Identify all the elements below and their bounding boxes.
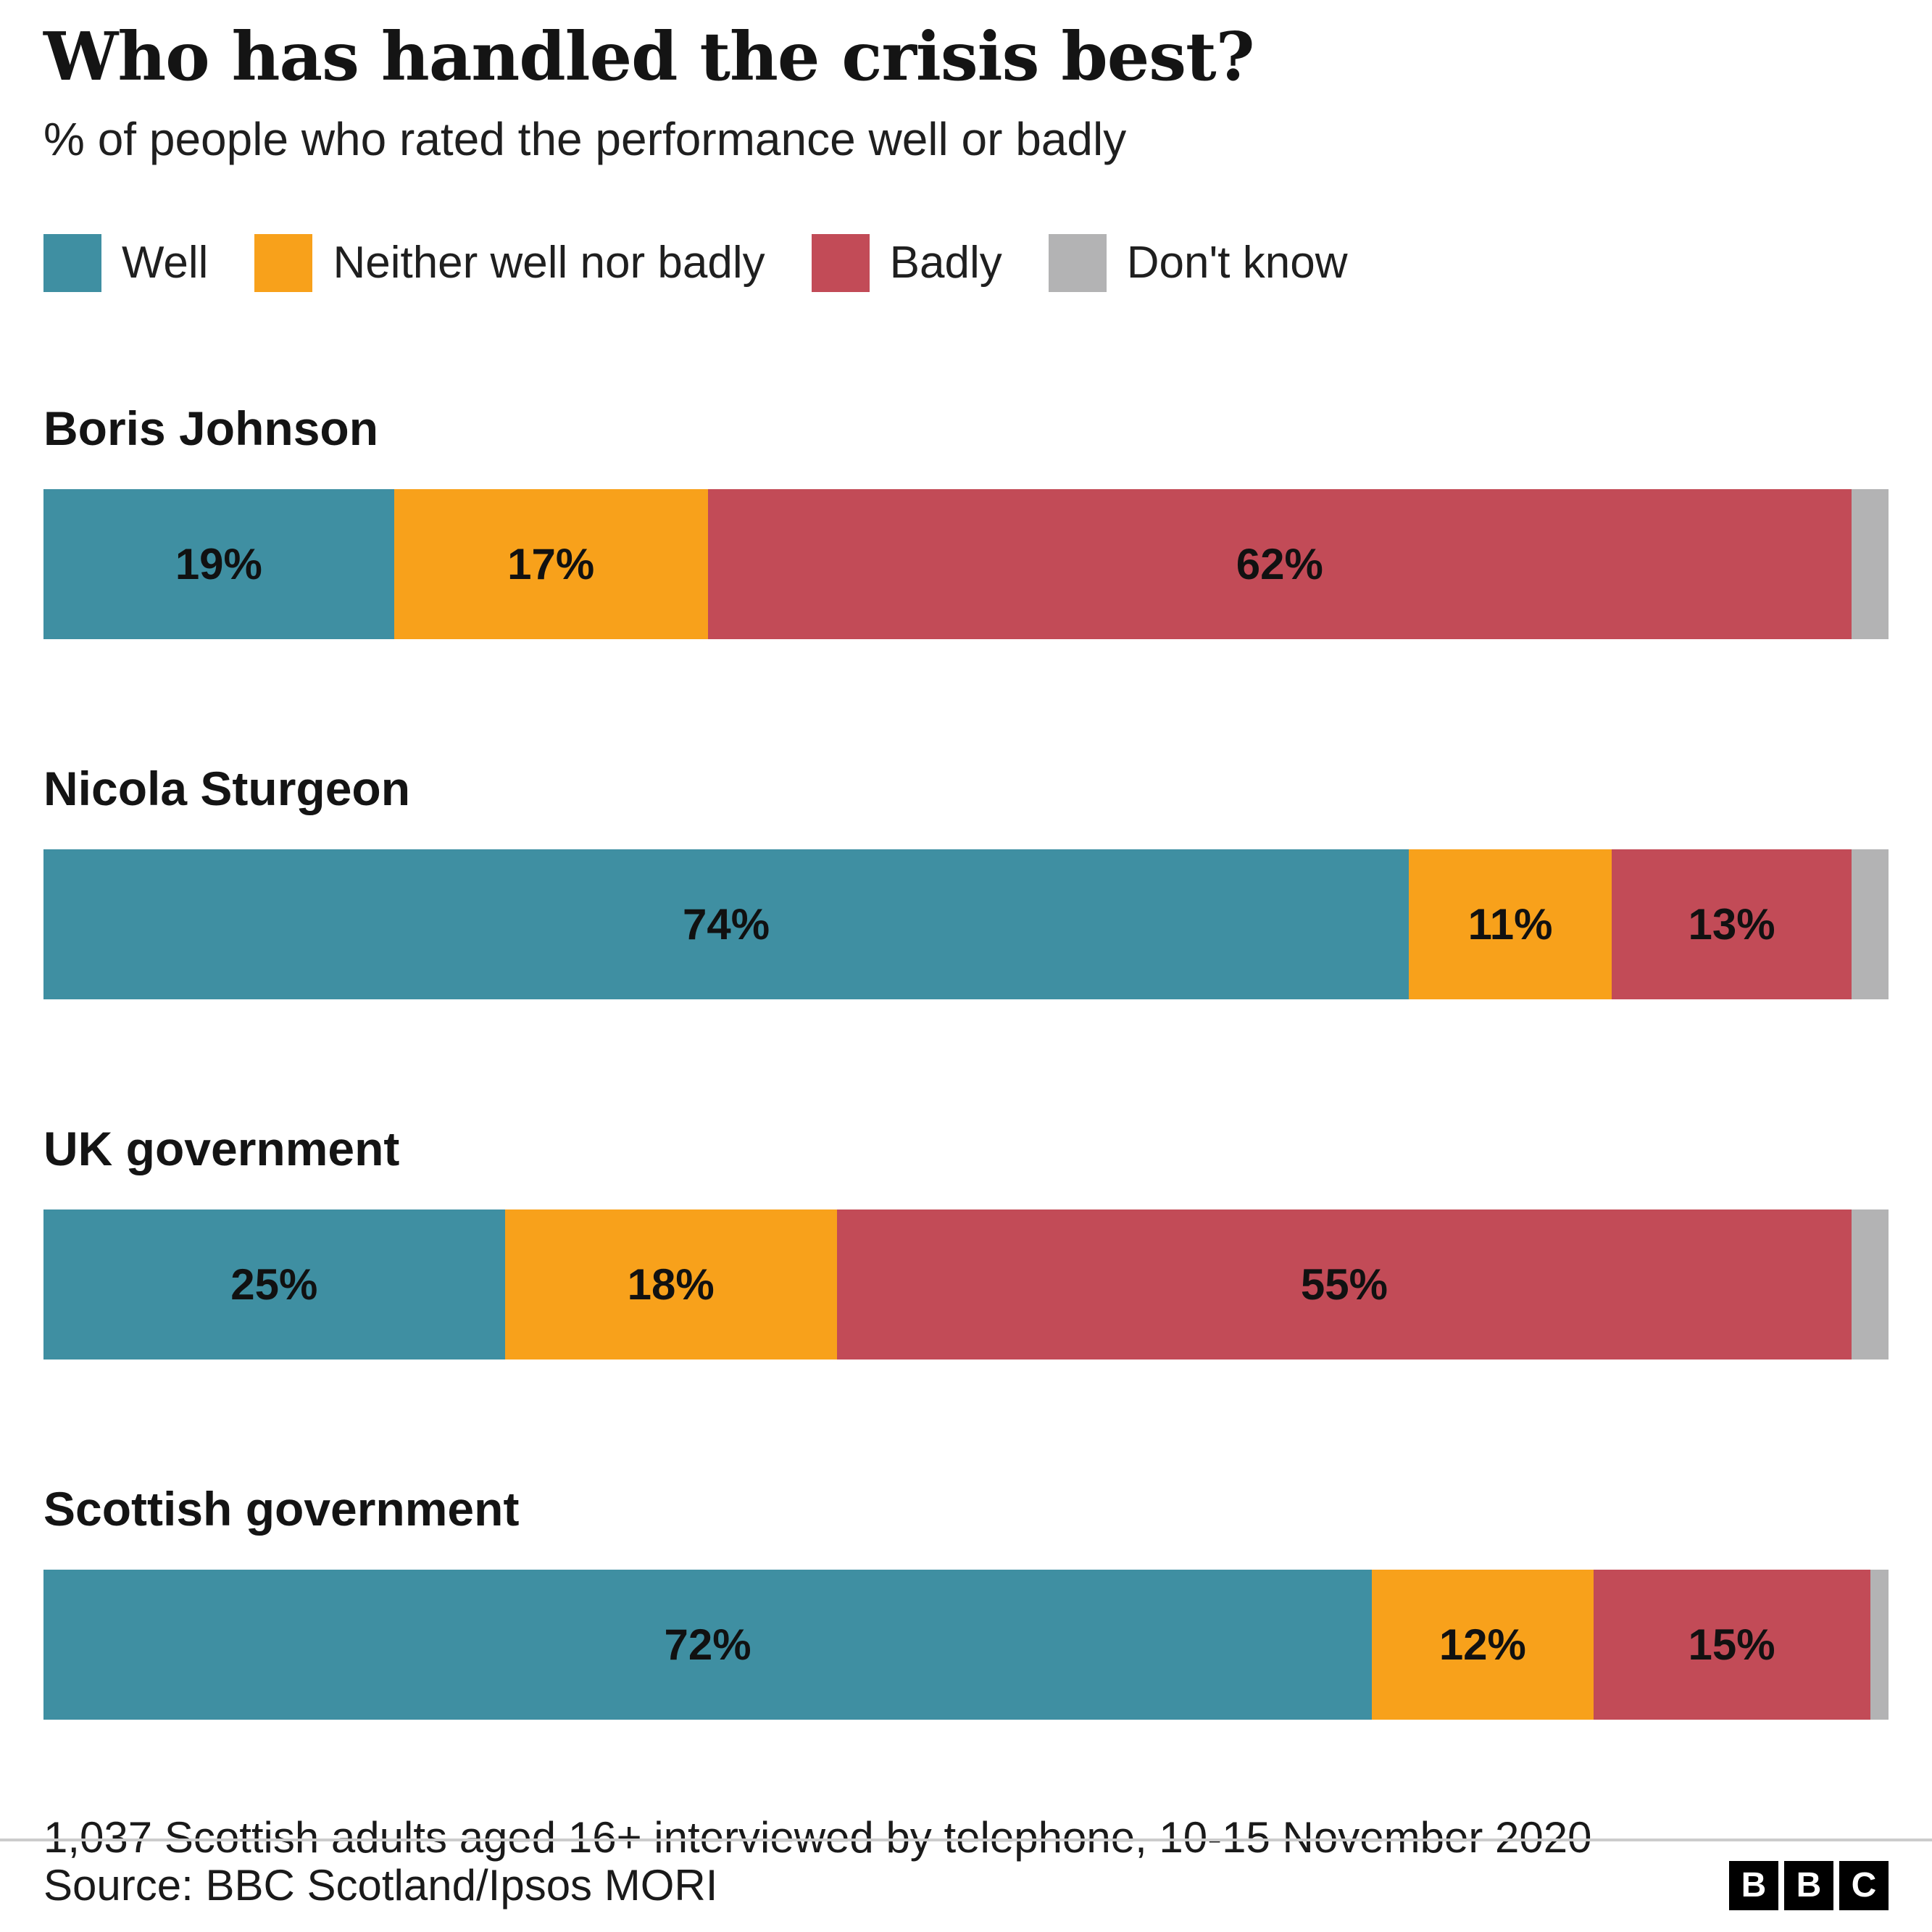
segment-value-label: 13% [1688, 899, 1775, 949]
bar-segment-neither-well-nor-badly: 12% [1372, 1569, 1594, 1720]
bar-row-uk-government: UK government 25% 18% 55% [43, 1121, 1889, 1360]
segment-value-label: 17% [507, 539, 595, 588]
segment-value-label: 74% [682, 899, 770, 949]
stacked-bar: 19% 17% 62% [43, 488, 1889, 639]
segment-value-label: 12% [1438, 1620, 1526, 1669]
bar-segment-well: 72% [43, 1569, 1373, 1720]
stacked-bar-chart: Boris Johnson 19% 17% 62% Nicola Sturgeon 74%… [43, 401, 1889, 1720]
bar-segment-neither-well-nor-badly: 18% [504, 1209, 837, 1360]
bbc-logo-letter: B [1784, 1860, 1833, 1910]
legend-label: Neither well nor badly [333, 238, 765, 288]
bar-segment-badly: 15% [1593, 1569, 1870, 1720]
legend-swatch-badly [811, 233, 870, 292]
bar-segment-don-t-know [1852, 488, 1889, 639]
footnote: 1,037 Scottish adults aged 16+ interview… [43, 1812, 1592, 1862]
bbc-logo-letter: C [1839, 1860, 1889, 1910]
segment-value-label: 55% [1300, 1259, 1388, 1309]
legend-item-neither-well-nor-badly: Neither well nor badly [254, 233, 765, 292]
bbc-logo-letter: B [1729, 1860, 1778, 1910]
bar-row-boris-johnson: Boris Johnson 19% 17% 62% [43, 401, 1889, 639]
category-label: UK government [43, 1121, 400, 1175]
stacked-bar: 25% 18% 55% [43, 1209, 1889, 1360]
legend-item-don-t-know: Don't know [1048, 233, 1348, 292]
stacked-bar: 74% 11% 13% [43, 849, 1889, 999]
legend-item-well: Well [43, 233, 209, 292]
legend-swatch-well [43, 233, 101, 292]
bar-segment-well: 25% [43, 1209, 505, 1360]
segment-value-label: 19% [175, 539, 262, 588]
bar-segment-well: 19% [43, 488, 394, 639]
legend-item-badly: Badly [811, 233, 1002, 292]
segment-value-label: 62% [1236, 539, 1323, 588]
bar-segment-don-t-know [1852, 1209, 1889, 1360]
segment-value-label: 11% [1467, 899, 1553, 949]
legend-swatch-don-t-know [1048, 233, 1107, 292]
source-text: Source: BBC Scotland/Ipsos MORI [43, 1861, 718, 1910]
bar-segment-neither-well-nor-badly: 11% [1409, 849, 1612, 999]
segment-value-label: 72% [664, 1620, 751, 1669]
bar-segment-well: 74% [43, 849, 1410, 999]
legend: Well Neither well nor badly Badly Don't kno… [43, 233, 1889, 292]
bar-segment-badly: 62% [707, 488, 1852, 639]
bar-segment-neither-well-nor-badly: 17% [394, 488, 708, 639]
legend-label: Well [122, 238, 209, 288]
category-label: Nicola Sturgeon [43, 761, 411, 815]
segment-value-label: 25% [230, 1259, 318, 1309]
category-label: Scottish government [43, 1481, 520, 1536]
legend-label: Badly [889, 238, 1002, 288]
bar-row-scottish-government: Scottish government 72% 12% 15% [43, 1481, 1889, 1720]
bar-row-nicola-sturgeon: Nicola Sturgeon 74% 11% 13% [43, 761, 1889, 999]
bar-segment-badly: 55% [836, 1209, 1852, 1360]
chart-subtitle: % of people who rated the performance we… [43, 112, 1127, 165]
bar-segment-don-t-know [1852, 849, 1889, 999]
stacked-bar: 72% 12% 15% [43, 1569, 1889, 1720]
legend-swatch-neither-well-nor-badly [254, 233, 313, 292]
bar-segment-badly: 13% [1612, 849, 1852, 999]
segment-value-label: 18% [627, 1259, 715, 1309]
bar-segment-don-t-know [1870, 1569, 1889, 1720]
legend-label: Don't know [1126, 238, 1348, 288]
category-label: Boris Johnson [43, 401, 379, 455]
segment-value-label: 15% [1688, 1620, 1775, 1669]
chart-title: Who has handled the crisis best? [43, 17, 1255, 96]
